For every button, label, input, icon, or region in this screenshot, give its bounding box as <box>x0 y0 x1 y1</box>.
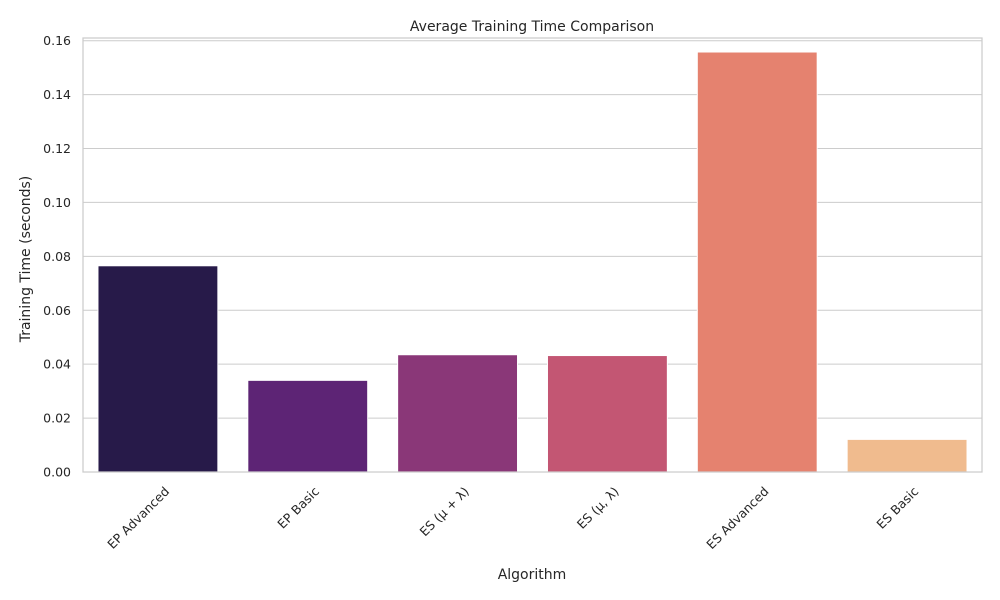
y-tick-label: 0.00 <box>43 465 71 480</box>
axes-frame <box>82 37 983 473</box>
x-tick-label: ES (μ, λ) <box>574 484 622 532</box>
x-tick-label: ES Basic <box>873 484 921 532</box>
x-tick-label: EP Basic <box>274 484 322 532</box>
x-tick-label: ES (μ + λ) <box>416 484 471 539</box>
bar <box>97 265 219 473</box>
bar <box>247 379 369 473</box>
x-tick-label: EP Advanced <box>104 484 172 552</box>
bars <box>97 51 968 473</box>
y-tick-labels: 0.00 0.02 0.04 0.06 0.08 0.10 0.12 0.14 0.16 <box>43 33 71 479</box>
y-tick-label: 0.14 <box>43 87 71 102</box>
bar <box>546 355 668 473</box>
y-tick-label: 0.02 <box>43 411 71 426</box>
bar <box>846 438 968 473</box>
x-tick-labels: EP Advanced EP Basic ES (μ + λ) ES (μ, λ) ES… <box>104 484 921 552</box>
chart-title: Average Training Time Comparison <box>410 19 654 35</box>
y-tick-label: 0.16 <box>43 33 71 48</box>
bar <box>696 51 818 473</box>
x-axis-label: Algorithm <box>498 567 567 583</box>
bar <box>397 354 519 473</box>
y-tick-label: 0.04 <box>43 357 71 372</box>
x-tick-label: ES Advanced <box>703 484 771 552</box>
grid-lines <box>83 40 982 473</box>
y-tick-label: 0.06 <box>43 303 71 318</box>
plot-frame <box>82 37 983 473</box>
y-axis-label: Training Time (seconds) <box>18 176 34 344</box>
y-tick-label: 0.10 <box>43 195 71 210</box>
y-tick-label: 0.08 <box>43 249 71 264</box>
y-tick-label: 0.12 <box>43 141 71 156</box>
